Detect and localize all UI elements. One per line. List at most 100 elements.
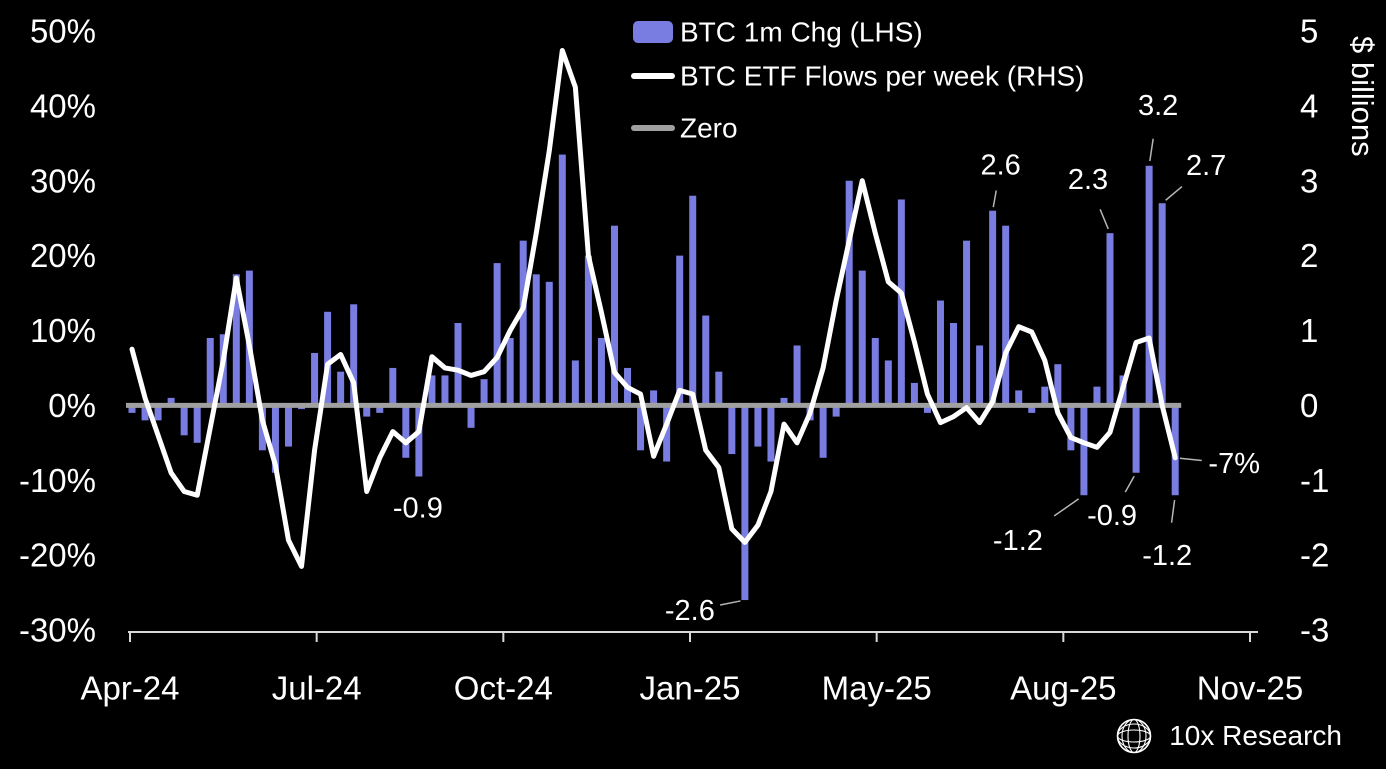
bar <box>180 405 188 436</box>
right-axis-tick-label: 5 <box>1300 13 1318 50</box>
bar <box>1054 364 1062 406</box>
bar <box>376 405 384 413</box>
left-axis-tick-label: 10% <box>30 312 96 349</box>
bar <box>467 405 475 428</box>
left-axis-tick-label: -10% <box>19 462 96 499</box>
bar <box>1015 390 1023 406</box>
bar <box>154 405 162 421</box>
x-axis-tick-label: May-25 <box>822 670 932 707</box>
x-axis-tick-label: Apr-24 <box>80 670 179 707</box>
right-axis-tick-label: 3 <box>1300 162 1318 199</box>
legend-label-3: Zero <box>680 113 738 144</box>
right-axis-tick-label: -1 <box>1300 462 1329 499</box>
bar <box>1080 405 1088 496</box>
bar <box>963 240 971 406</box>
bar <box>141 405 149 421</box>
annotation-label: -1.2 <box>1142 540 1192 572</box>
bar <box>506 337 514 406</box>
annotation-leader <box>992 190 997 208</box>
right-axis-tick-label: 4 <box>1300 87 1318 124</box>
10x-research-logo: 10x Research <box>1113 715 1342 757</box>
x-axis: Apr-24 Jul-24 Oct-24 Jan-25 May-25 Aug-25 Nov-… <box>80 631 1303 707</box>
bar <box>950 323 958 406</box>
annotation-label: -7% <box>1208 448 1260 480</box>
bar <box>728 405 736 455</box>
bar <box>884 360 892 406</box>
bar <box>1002 225 1010 406</box>
x-axis-tick-label: Oct-24 <box>454 670 553 707</box>
annotation-label: 2.3 <box>1068 164 1108 196</box>
annotation-leader <box>1099 209 1109 230</box>
legend-label-1: BTC 1m Chg (LHS) <box>680 17 923 48</box>
bar <box>832 405 840 417</box>
bar <box>610 225 618 406</box>
bar <box>558 154 566 406</box>
bar <box>271 405 279 473</box>
annotation-leader <box>719 600 741 606</box>
globe-lattice-icon <box>1116 718 1152 754</box>
bar <box>571 360 579 406</box>
bar <box>584 255 592 406</box>
right-axis-tick-label: 2 <box>1300 237 1318 274</box>
bar <box>284 405 292 447</box>
bar <box>519 240 527 406</box>
left-axis-tick-label: 40% <box>30 87 96 124</box>
x-axis-tick-label: Nov-25 <box>1197 670 1303 707</box>
annotation-label: -0.9 <box>1087 500 1137 532</box>
annotation-label: 2.6 <box>980 150 1020 182</box>
y-axis-left: 50% 40% 30% 20% 10% 0% -10% -20% -30% <box>19 13 96 649</box>
bar <box>689 195 697 406</box>
left-axis-tick-label: -20% <box>19 537 96 574</box>
annotation-leader <box>1053 498 1080 517</box>
bar <box>976 345 984 406</box>
bar <box>715 371 723 406</box>
bar <box>493 263 501 406</box>
legend-label-2: BTC ETF Flows per week (RHS) <box>680 61 1085 92</box>
x-axis-tick-label: Jul-24 <box>272 670 362 707</box>
bar <box>324 311 332 406</box>
right-axis-tick-label: -3 <box>1300 612 1329 649</box>
annotation-leader <box>1149 138 1154 162</box>
bar <box>910 382 918 406</box>
bar <box>936 300 944 406</box>
bar <box>1158 203 1166 406</box>
right-axis-tick-label: -2 <box>1300 537 1329 574</box>
bar <box>128 405 136 413</box>
bar <box>206 337 214 406</box>
annotation-leader <box>1124 475 1135 493</box>
bar <box>532 274 540 406</box>
annotation-leader <box>1170 500 1176 523</box>
bar <box>650 390 658 406</box>
left-axis-tick-label: 50% <box>30 13 96 50</box>
annotation-label: -2.6 <box>665 595 715 627</box>
annotation-leader <box>1165 185 1183 201</box>
bar <box>415 405 423 477</box>
bar <box>1106 233 1114 406</box>
annotation-label: 2.7 <box>1186 150 1226 182</box>
bar <box>793 345 801 406</box>
left-axis-tick-label: 20% <box>30 237 96 274</box>
bar <box>350 304 358 406</box>
bar <box>767 405 775 462</box>
y-axis-right: 5 4 3 2 1 0 -1 -2 -3 $ billions <box>1300 13 1380 649</box>
bar <box>663 405 671 462</box>
bar <box>337 371 345 406</box>
bar <box>363 405 371 417</box>
x-axis-tick-label: Jan-25 <box>640 670 741 707</box>
annotation-leader <box>1179 457 1202 462</box>
bar <box>923 405 931 413</box>
bar <box>637 405 645 451</box>
bar <box>780 397 788 406</box>
bar <box>1132 405 1140 473</box>
bar <box>989 210 997 406</box>
left-axis-tick-label: 30% <box>30 162 96 199</box>
bar <box>428 375 436 406</box>
bar <box>311 352 319 406</box>
bar <box>1041 386 1049 406</box>
bar <box>193 405 201 443</box>
bar <box>741 405 749 601</box>
legend-swatch-3 <box>631 125 675 131</box>
bar <box>1093 386 1101 406</box>
annotation-label: 3.2 <box>1138 90 1178 122</box>
